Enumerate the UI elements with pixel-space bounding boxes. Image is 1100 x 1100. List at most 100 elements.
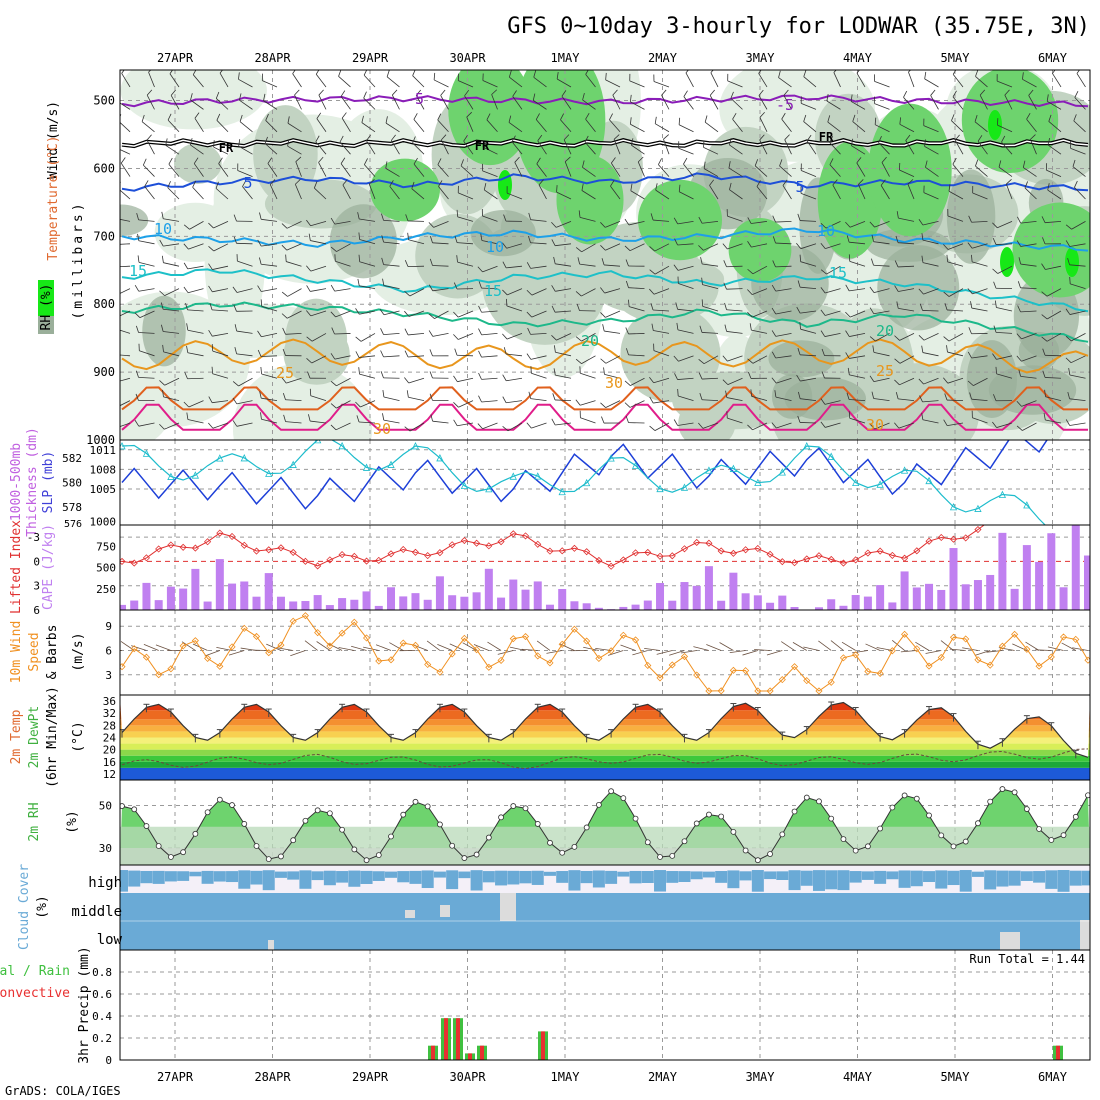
temp-band: [120, 761, 1090, 768]
wind-barb: [601, 416, 621, 424]
lifted-index-marker: [925, 537, 933, 545]
wind-barb: [845, 221, 866, 228]
temp-band: [120, 749, 1090, 756]
wind-barb: [364, 158, 376, 177]
wind-speed-marker: [998, 642, 1006, 650]
wind-barb-feather: [433, 72, 436, 80]
wind-barb: [502, 261, 523, 269]
wind-barb-shaft: [120, 265, 131, 268]
precip-ylabel-unit: 3hr Precip (mm): [77, 946, 92, 1063]
rh2m-marker: [375, 852, 382, 858]
wind-barb-shaft: [800, 377, 817, 382]
wind-barb: [992, 265, 1013, 274]
wind-barb-shaft: [440, 139, 449, 155]
cape-bar: [423, 599, 432, 610]
wind-barb: [334, 254, 351, 267]
cloud-high-bar: [397, 871, 410, 883]
wind-barb-shaft: [141, 121, 155, 133]
cape-bar: [741, 593, 750, 610]
wind-barb: [192, 70, 204, 88]
rh2m-marker: [779, 831, 786, 838]
wind-barb-shaft: [948, 333, 964, 342]
wind-barb: [440, 89, 449, 110]
wind-barb-feather: [747, 311, 753, 318]
wind-barb: [269, 179, 278, 200]
cape-bar: [509, 579, 518, 610]
wind-barb-feather: [358, 254, 361, 262]
wind-barb-feather: [852, 114, 856, 122]
wind-barb-shaft: [947, 377, 964, 384]
wind-barb: [1016, 422, 1037, 431]
cape-bar: [656, 583, 665, 610]
cloud-high-bar: [788, 870, 801, 891]
isotherm-35: [121, 403, 1088, 431]
wind-barb: [872, 345, 890, 357]
wind-barb: [858, 179, 866, 200]
wind-barb: [363, 70, 376, 88]
isotherm-25: [121, 338, 1089, 374]
wind-barb: [234, 347, 253, 357]
wind-barb: [951, 114, 964, 133]
wind-barb: [585, 112, 596, 133]
wind-barb-shaft: [310, 221, 327, 227]
thickness-marker: [338, 441, 346, 450]
wind-barb-shaft: [728, 167, 743, 177]
bottom-date-label: 2MAY: [648, 1070, 678, 1084]
wind-barb: [625, 280, 645, 290]
isotherm-label: 10: [817, 222, 835, 240]
wind-barb-feather: [797, 213, 801, 221]
wind-barb-shaft: [294, 94, 302, 110]
rh2m-marker: [864, 843, 871, 850]
wind-barb: [947, 208, 964, 222]
wind-barb-feather: [306, 336, 313, 342]
wind-barb-shaft: [800, 243, 817, 250]
cloud-high-bar: [470, 870, 483, 891]
wind-barb-feather: [673, 264, 679, 271]
thickness-marker: [607, 454, 615, 462]
wind-barb-shaft: [561, 95, 572, 110]
wind-barb-feather: [1043, 413, 1046, 421]
thickness-marker: [631, 461, 640, 469]
wind-barb-feather: [908, 70, 912, 73]
wind-barb-feather: [845, 221, 851, 228]
wind-barb-shaft: [310, 395, 327, 402]
wind-barb-feather: [381, 257, 384, 265]
wind-barb-feather: [306, 265, 312, 272]
wind-barb: [294, 179, 302, 200]
cloud-high-bar: [311, 871, 324, 881]
wind-barb-feather: [508, 70, 512, 78]
wind-barb-shaft: [120, 218, 131, 222]
wind-barb-feather: [121, 70, 125, 74]
wind-barb-shaft: [359, 261, 376, 267]
wind-barb-feather: [625, 280, 629, 288]
wind-barb-shaft: [727, 355, 743, 362]
wind-speed-marker: [326, 642, 334, 650]
wind-barb-shaft: [507, 422, 523, 432]
wind-barb-feather: [907, 179, 914, 185]
wind-10m-barb: [290, 650, 306, 657]
wind-barb: [993, 281, 1013, 290]
rh2m-marker: [326, 810, 333, 817]
wind-barb: [969, 392, 988, 402]
wind-barb: [1052, 70, 1062, 88]
wind-speed-marker: [240, 624, 248, 632]
thickness-marker: [680, 483, 689, 491]
rh-legend-swatch-mid: [38, 316, 54, 334]
wind-barb: [238, 72, 253, 88]
wind-barb: [918, 377, 939, 385]
wind-barb-feather: [382, 413, 385, 421]
wind-barb-shaft: [120, 400, 131, 407]
wind-barb-shaft: [238, 377, 253, 387]
wind-speed-marker: [949, 633, 958, 641]
wind-barb-shaft: [582, 166, 596, 177]
wind-barb-shaft: [563, 139, 572, 155]
wind-barb-shaft: [311, 355, 327, 364]
wind-barb: [381, 257, 400, 267]
wind-barb: [674, 373, 694, 380]
wind-barb: [971, 410, 988, 424]
wind-barb-shaft: [1020, 287, 1037, 290]
wind-barb: [782, 179, 792, 200]
wind-barb-feather: [407, 232, 409, 240]
wind-10m-barb: [719, 642, 734, 651]
wind-barb-feather: [340, 90, 346, 97]
